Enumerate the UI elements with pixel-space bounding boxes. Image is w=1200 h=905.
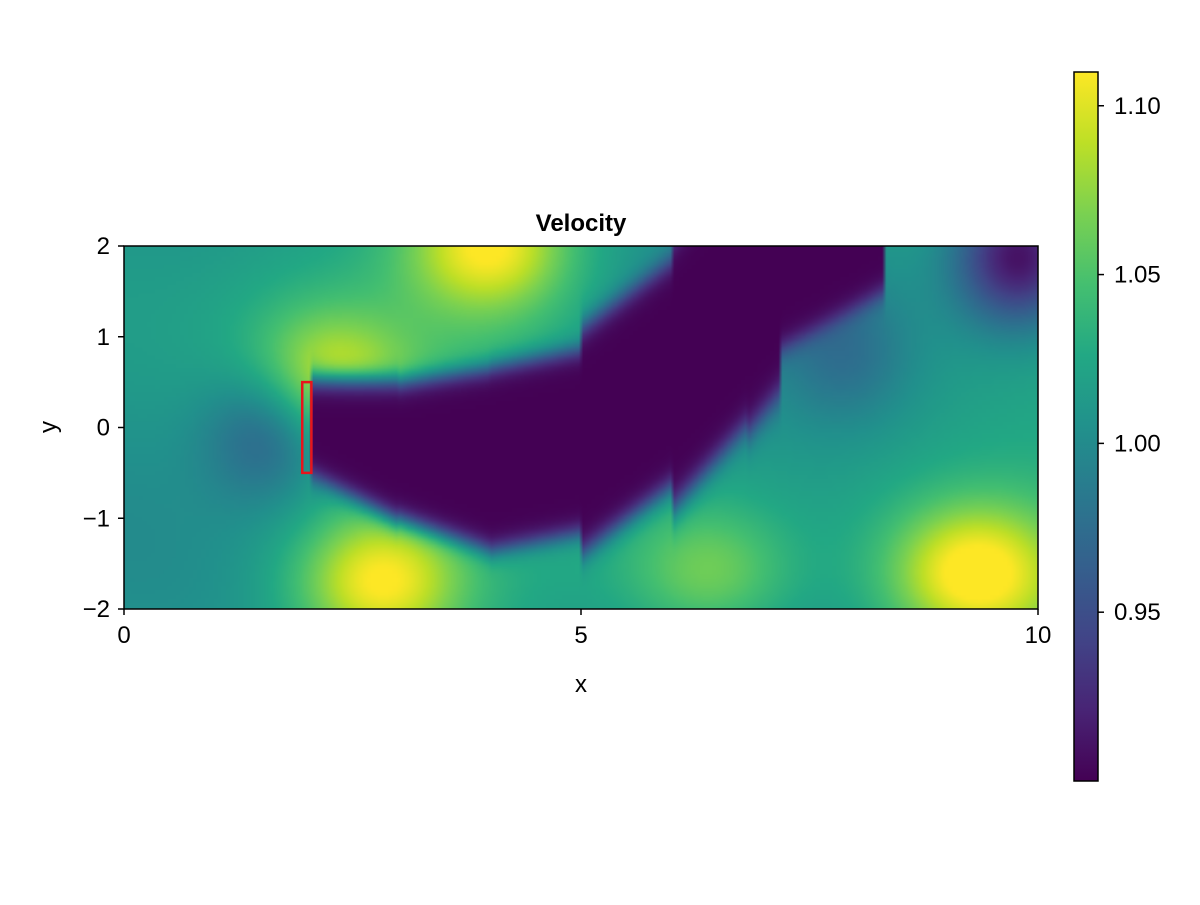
- y-tick-label: 1: [97, 324, 110, 351]
- x-axis-ticks: 0 5 10: [117, 609, 1051, 649]
- y-axis-ticks: −2 −1 0 1 2: [83, 233, 124, 623]
- velocity-heatmap: [124, 246, 1038, 609]
- y-tick-label: −1: [83, 505, 110, 532]
- x-tick-label: 10: [1025, 622, 1052, 649]
- colorbar-tick-label: 1.00: [1114, 430, 1161, 457]
- x-tick-label: 5: [574, 622, 587, 649]
- y-tick-label: 0: [97, 415, 110, 442]
- obstacle-marker: [300, 380, 313, 475]
- y-tick-label: 2: [97, 233, 110, 260]
- colorbar: [1074, 72, 1098, 781]
- y-axis-label: y: [35, 421, 62, 433]
- colorbar-tick-label: 0.95: [1114, 599, 1161, 626]
- colorbar-tick-label: 1.05: [1114, 262, 1161, 289]
- colorbar-tick-label: 1.10: [1114, 93, 1161, 120]
- chart-title: Velocity: [536, 210, 627, 237]
- x-axis-label: x: [575, 671, 587, 698]
- x-tick-label: 0: [117, 622, 130, 649]
- colorbar-frame: [1073, 71, 1099, 782]
- colorbar-ticks: 0.95 1.00 1.05 1.10: [1098, 93, 1161, 626]
- y-tick-label: −2: [83, 596, 110, 623]
